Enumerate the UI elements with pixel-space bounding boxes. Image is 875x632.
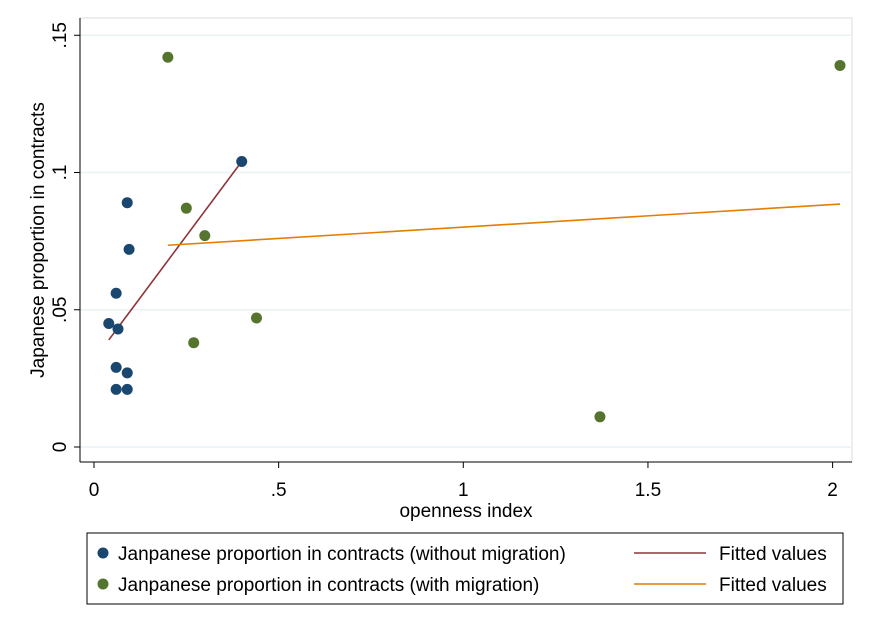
- data-point-series-1: [834, 59, 846, 71]
- fitted-line-3: [167, 203, 841, 247]
- x-tick-label: 2: [827, 480, 838, 501]
- data-point-series-1: [594, 411, 606, 423]
- legend-box: [86, 532, 844, 605]
- legend-label-3: Fitted values: [719, 575, 827, 596]
- data-point-series-1: [250, 312, 262, 324]
- axes: [74, 18, 852, 468]
- data-point-series-1: [162, 51, 174, 63]
- x-tick-label: 1: [458, 480, 469, 501]
- fitted-line-2: [108, 161, 243, 341]
- data-points: [103, 51, 846, 423]
- x-tick-labels: 0 .5 1 1.5 2: [89, 480, 838, 501]
- data-point-series-0: [112, 323, 124, 335]
- plot-area: [79, 17, 853, 463]
- y-tick-label: .05: [50, 297, 71, 323]
- y-tick-labels: 0 .05 .1 .15: [50, 22, 71, 452]
- data-point-series-0: [110, 361, 122, 373]
- data-point-series-0: [123, 243, 135, 255]
- data-point-series-1: [188, 337, 200, 349]
- data-point-series-0: [121, 367, 133, 379]
- data-point-series-0: [110, 383, 122, 395]
- data-point-series-0: [121, 197, 133, 209]
- data-point-series-1: [199, 230, 211, 242]
- y-axis-title: Japanese proportion in contracts: [28, 102, 49, 378]
- x-tick-label: .5: [271, 480, 287, 501]
- y-tick-label: 0: [50, 442, 71, 453]
- fitted-lines: [108, 161, 841, 341]
- data-point-series-0: [110, 287, 122, 299]
- legend: Janpanese proportion in contracts (witho…: [86, 532, 844, 605]
- x-axis-title: openness index: [399, 501, 533, 522]
- y-tick-label: .1: [50, 165, 71, 181]
- legend-marker-0: [97, 547, 109, 559]
- legend-label-2: Fitted values: [719, 544, 827, 565]
- x-tick-label: 0: [89, 480, 100, 501]
- data-point-series-0: [236, 156, 248, 168]
- data-point-series-1: [180, 202, 192, 214]
- data-point-series-0: [121, 383, 133, 395]
- y-tick-label: .15: [50, 22, 71, 48]
- data-point-series-0: [103, 317, 115, 329]
- legend-label-0: Janpanese proportion in contracts (witho…: [118, 544, 566, 565]
- x-tick-label: 1.5: [635, 480, 661, 501]
- gridlines: [80, 34, 852, 448]
- legend-label-1: Janpanese proportion in contracts (with …: [118, 575, 539, 596]
- legend-marker-1: [97, 578, 109, 590]
